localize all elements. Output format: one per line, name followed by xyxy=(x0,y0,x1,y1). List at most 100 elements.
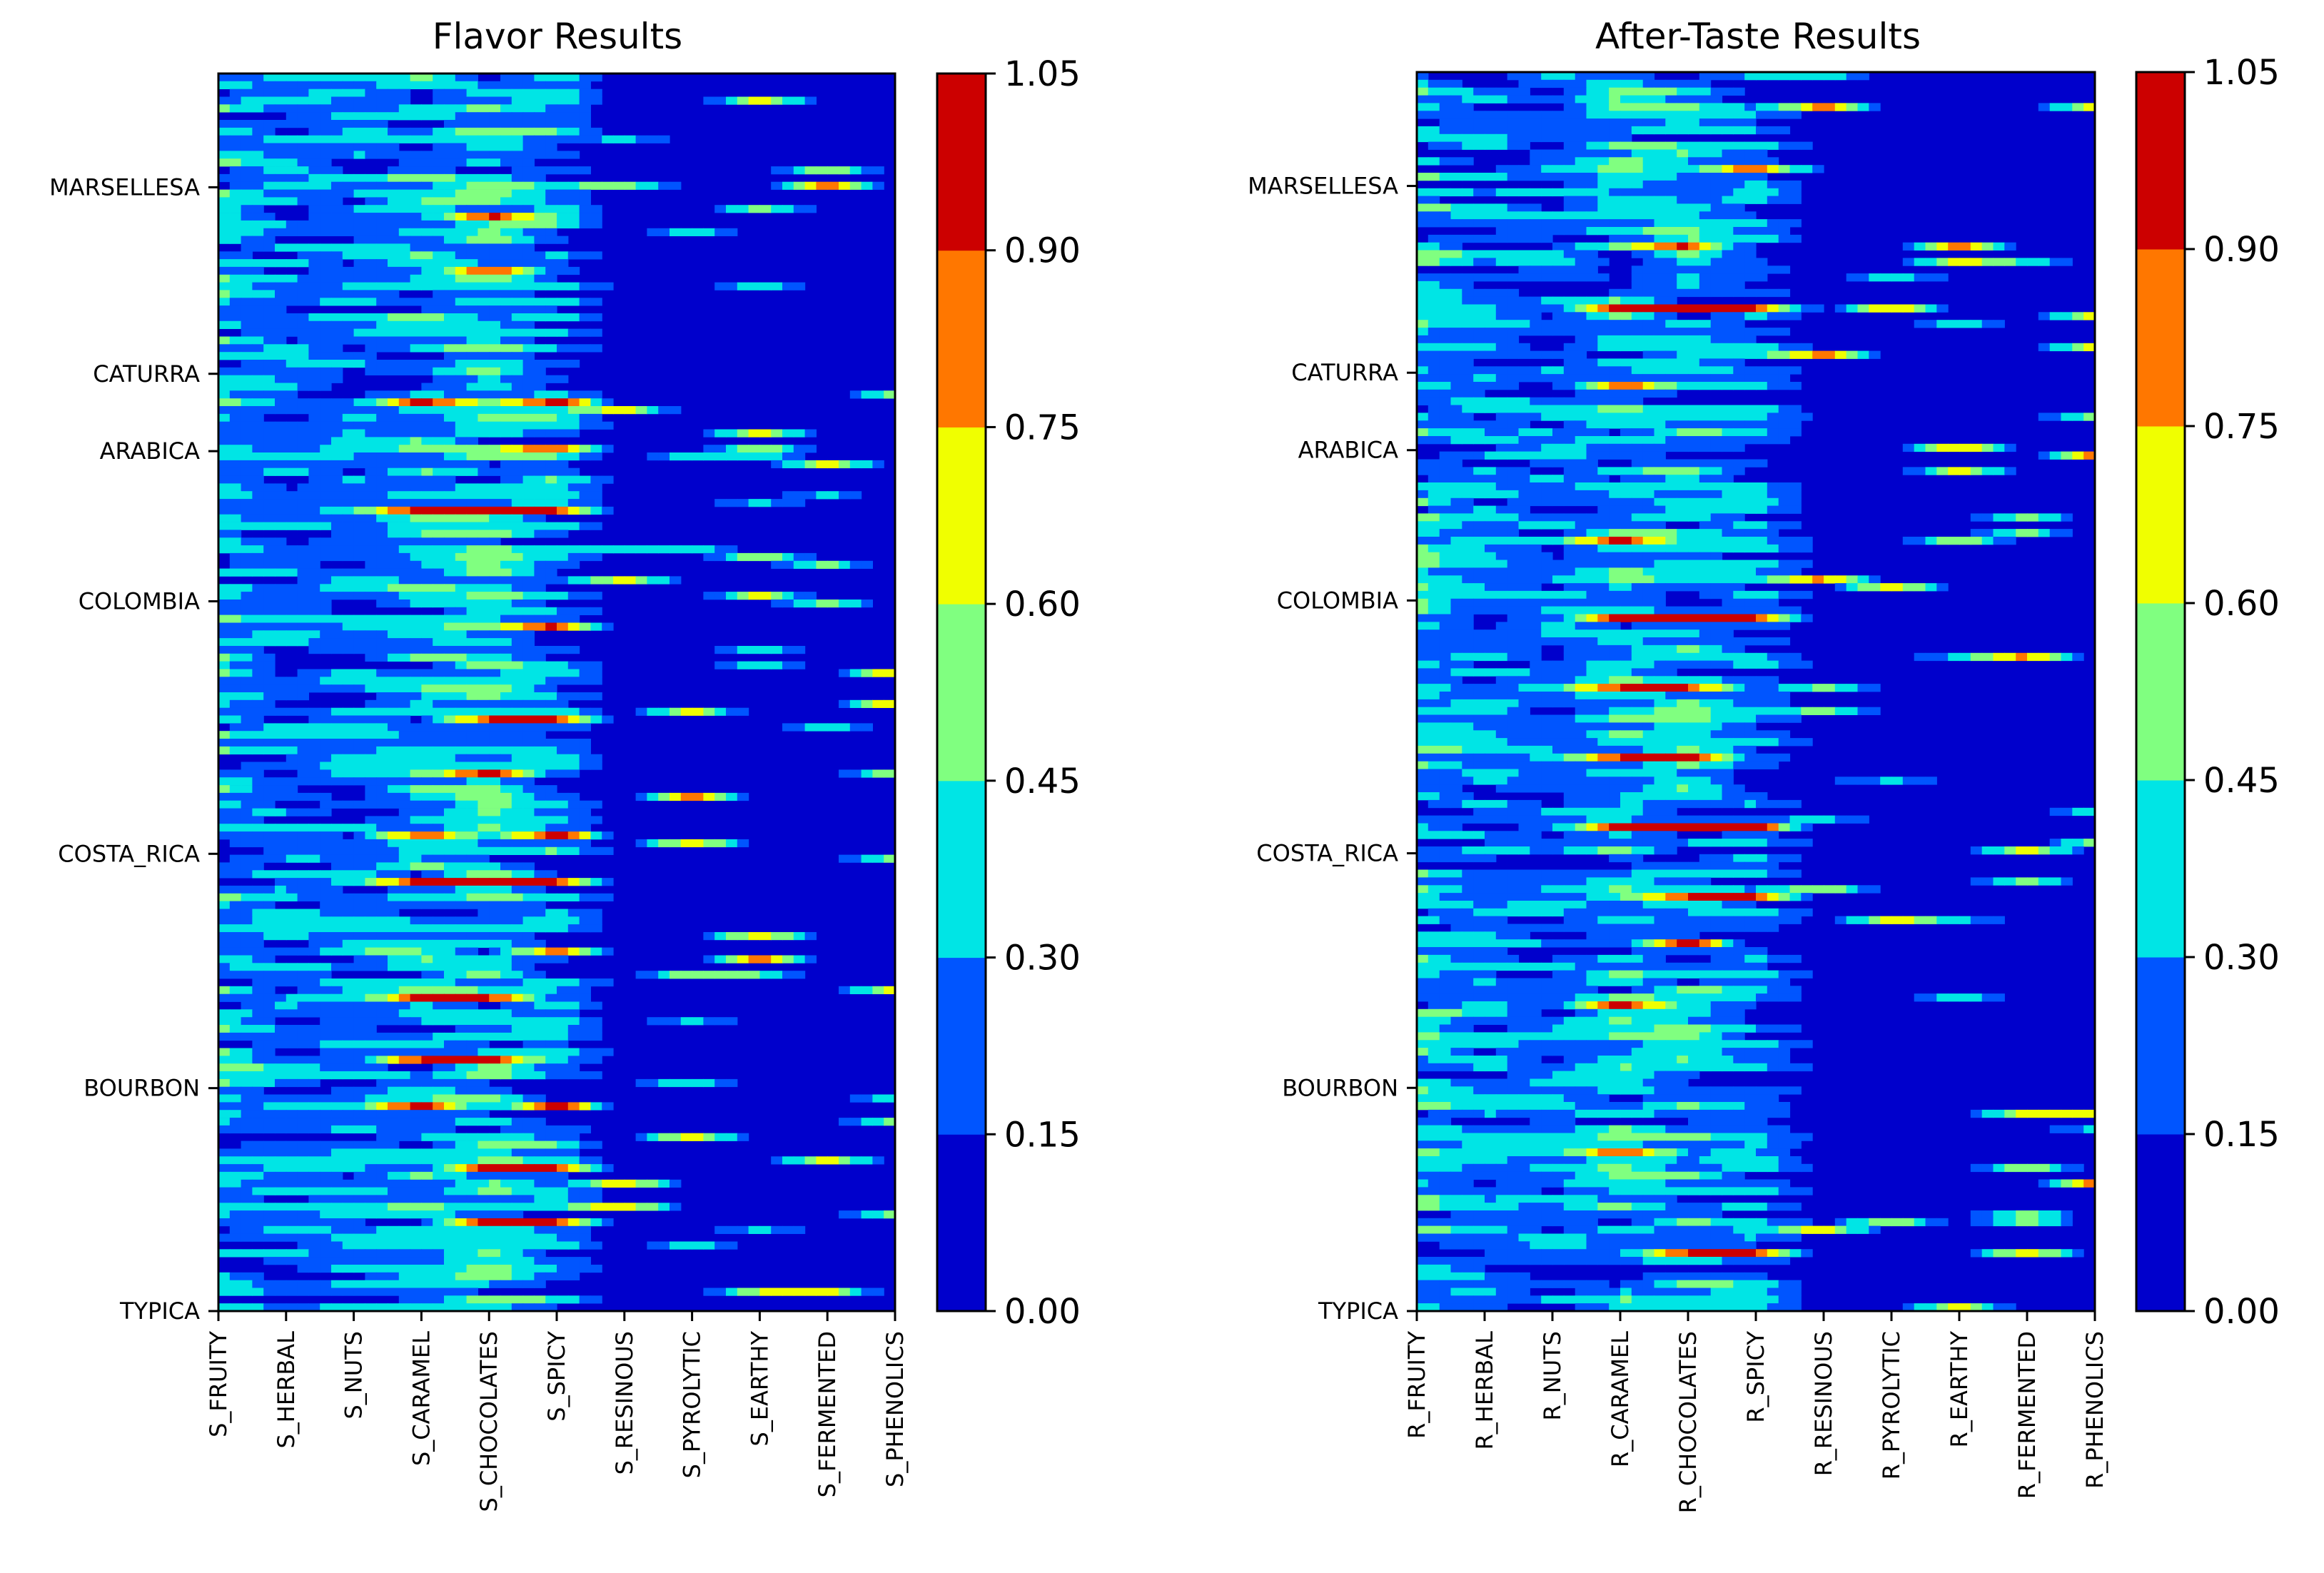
heatmap-cell xyxy=(444,785,456,794)
heatmap-cell xyxy=(229,336,242,345)
heatmap-cell xyxy=(286,514,298,522)
heatmap-cell xyxy=(433,189,445,198)
heatmap-cell xyxy=(241,614,253,623)
heatmap-cell xyxy=(557,1140,569,1149)
heatmap-cell xyxy=(748,661,760,669)
heatmap-cell xyxy=(376,1048,388,1056)
heatmap-cell xyxy=(275,1110,287,1118)
heatmap-cell xyxy=(229,290,242,298)
heatmap-cell xyxy=(252,522,264,530)
heatmap-cell xyxy=(410,1125,422,1134)
heatmap-cell xyxy=(500,1195,512,1203)
heatmap-cell xyxy=(263,514,276,522)
heatmap-cell xyxy=(218,924,231,933)
heatmap-cell xyxy=(557,81,569,89)
heatmap-cell xyxy=(410,1203,422,1211)
heatmap-cell xyxy=(433,739,445,747)
heatmap-cell xyxy=(410,483,422,492)
heatmap-cell xyxy=(365,1025,377,1033)
heatmap-cell xyxy=(275,762,287,770)
heatmap-cell xyxy=(545,909,557,917)
heatmap-cell xyxy=(489,274,501,283)
heatmap-cell xyxy=(365,1032,377,1041)
heatmap-cell xyxy=(590,205,602,213)
heatmap-cell xyxy=(534,1094,546,1103)
heatmap-cell xyxy=(489,762,501,770)
heatmap-cell xyxy=(398,669,411,677)
heatmap-cell xyxy=(263,383,276,391)
heatmap-cell xyxy=(320,769,332,778)
heatmap-cell xyxy=(398,445,411,453)
heatmap-cell xyxy=(455,1218,468,1227)
heatmap-cell xyxy=(229,707,242,716)
heatmap-cell xyxy=(500,328,512,337)
heatmap-cell xyxy=(286,909,298,917)
heatmap-cell xyxy=(398,236,411,244)
heatmap-cell xyxy=(252,367,264,375)
heatmap-cell xyxy=(478,537,490,546)
heatmap-cell xyxy=(466,916,478,925)
heatmap-cell xyxy=(590,978,602,987)
heatmap-cell xyxy=(579,576,591,585)
heatmap-cell xyxy=(398,1280,411,1288)
heatmap-cell xyxy=(545,1257,557,1265)
heatmap-cell xyxy=(522,924,535,933)
heatmap-cell xyxy=(218,909,231,917)
heatmap-cell xyxy=(433,1148,445,1157)
heatmap-cell xyxy=(478,846,490,855)
heatmap-cell xyxy=(478,1078,490,1088)
heatmap-cell xyxy=(331,514,343,522)
heatmap-cell xyxy=(478,445,490,453)
heatmap-cell xyxy=(771,592,783,600)
heatmap-cell xyxy=(252,669,264,677)
heatmap-cell xyxy=(365,846,377,855)
heatmap-cell xyxy=(455,205,468,213)
heatmap-cell xyxy=(478,81,490,89)
heatmap-cell xyxy=(353,112,365,121)
heatmap-cell xyxy=(342,1210,355,1219)
heatmap-cell xyxy=(308,1148,320,1157)
heatmap-cell xyxy=(590,127,602,136)
heatmap-cell xyxy=(557,259,569,268)
heatmap-cell xyxy=(500,607,512,615)
heatmap-cell xyxy=(388,390,400,399)
heatmap-cell xyxy=(714,228,727,236)
heatmap-cell xyxy=(748,445,760,453)
heatmap-cell xyxy=(218,514,231,522)
heatmap-cell xyxy=(263,1001,276,1010)
heatmap-cell xyxy=(433,846,445,855)
heatmap-cell xyxy=(308,189,320,198)
heatmap-cell xyxy=(647,707,659,716)
heatmap-cell xyxy=(511,715,524,724)
heatmap-cell xyxy=(816,181,828,190)
heatmap-cell xyxy=(444,800,456,809)
heatmap-cell xyxy=(252,220,264,229)
heatmap-cell xyxy=(737,1133,749,1141)
heatmap-cell xyxy=(252,785,264,794)
heatmap-cell xyxy=(567,522,580,530)
heatmap-cell xyxy=(286,963,298,971)
heatmap-cell xyxy=(342,1009,355,1018)
heatmap-cell xyxy=(263,1257,276,1265)
heatmap-cell xyxy=(522,824,535,832)
heatmap-cell xyxy=(275,1179,287,1188)
heatmap-cell xyxy=(388,421,400,430)
heatmap-cell xyxy=(455,839,468,848)
heatmap-cell xyxy=(229,971,242,979)
heatmap-cell xyxy=(286,831,298,840)
heatmap-cell xyxy=(331,483,343,492)
heatmap-cell xyxy=(275,120,287,128)
heatmap-cell xyxy=(229,607,242,615)
heatmap-cell xyxy=(388,885,400,894)
heatmap-cell xyxy=(388,445,400,453)
heatmap-cell xyxy=(737,96,749,105)
heatmap-cell xyxy=(218,1203,231,1211)
heatmap-cell xyxy=(579,1179,591,1188)
heatmap-cell xyxy=(590,251,602,260)
heatmap-cell xyxy=(557,762,569,770)
heatmap-cell xyxy=(410,622,422,631)
heatmap-cell xyxy=(500,127,512,136)
heatmap-cell xyxy=(229,1102,242,1111)
heatmap-cell xyxy=(308,413,320,423)
heatmap-cell xyxy=(534,924,546,933)
